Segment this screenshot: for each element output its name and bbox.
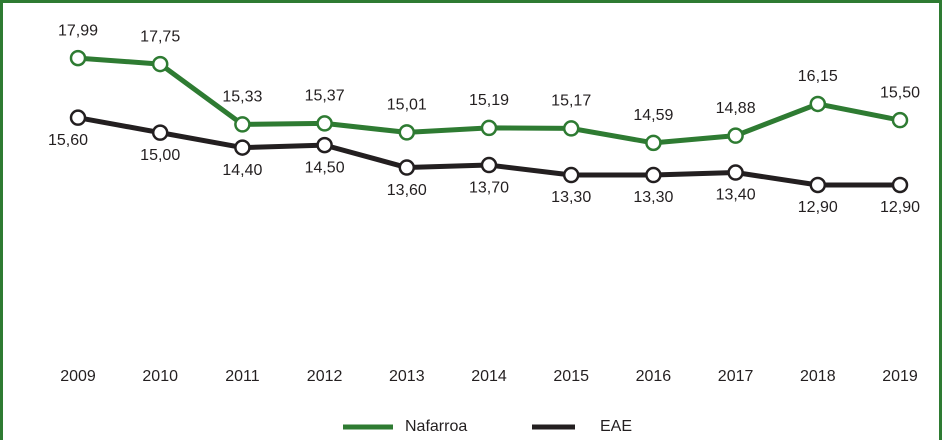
data-label: 13,30 — [551, 189, 591, 206]
data-label: 17,75 — [140, 28, 180, 45]
data-label: 15,60 — [48, 132, 88, 149]
point — [69, 49, 87, 67]
data-label: 15,17 — [551, 93, 591, 110]
data-label: 13,60 — [387, 182, 427, 199]
data-label: 13,30 — [633, 189, 673, 206]
point — [151, 55, 169, 73]
x-tick-label: 2017 — [718, 368, 754, 385]
point — [69, 109, 87, 126]
legend-label: Nafarroa — [405, 418, 467, 435]
x-tick-label: 2011 — [225, 368, 260, 385]
point — [234, 139, 251, 156]
data-label: 15,33 — [222, 89, 262, 106]
point — [645, 166, 662, 184]
data-label: 13,70 — [469, 179, 509, 196]
x-tick-label: 2018 — [800, 368, 836, 385]
point — [645, 134, 662, 152]
point — [151, 124, 169, 141]
data-label: 17,99 — [58, 22, 98, 39]
x-tick-label: 2009 — [60, 368, 96, 385]
point — [234, 116, 251, 133]
point — [727, 127, 744, 144]
point — [480, 119, 498, 137]
data-label: 14,59 — [633, 107, 673, 124]
point — [398, 159, 416, 176]
x-tick-label: 2015 — [553, 368, 589, 385]
data-label: 15,50 — [880, 84, 920, 101]
data-label: 13,40 — [716, 187, 756, 204]
point — [891, 176, 909, 194]
x-tick-label: 2012 — [307, 368, 343, 385]
data-label: 14,40 — [222, 162, 262, 179]
data-label: 15,00 — [140, 147, 180, 164]
point — [398, 124, 416, 141]
data-label: 14,50 — [305, 159, 345, 176]
point — [316, 136, 333, 154]
point — [562, 166, 580, 184]
x-tick-label: 2010 — [142, 368, 178, 385]
legend-label: EAE — [600, 418, 632, 435]
data-label: 16,15 — [798, 68, 838, 85]
data-label: 12,90 — [798, 199, 838, 216]
point — [480, 156, 498, 174]
x-tick-label: 2016 — [636, 368, 672, 385]
point — [562, 120, 580, 137]
data-label: 14,88 — [716, 100, 756, 117]
data-label: 12,90 — [880, 199, 920, 216]
data-label: 15,01 — [387, 97, 427, 114]
point — [727, 164, 744, 181]
point — [809, 176, 827, 194]
x-tick-label: 2013 — [389, 368, 425, 385]
x-tick-label: 2014 — [471, 368, 507, 385]
data-label: 15,19 — [469, 92, 509, 109]
point — [809, 95, 827, 113]
point — [891, 111, 909, 129]
point — [316, 115, 333, 132]
data-label: 15,37 — [305, 88, 345, 105]
x-tick-label: 2019 — [882, 368, 918, 385]
